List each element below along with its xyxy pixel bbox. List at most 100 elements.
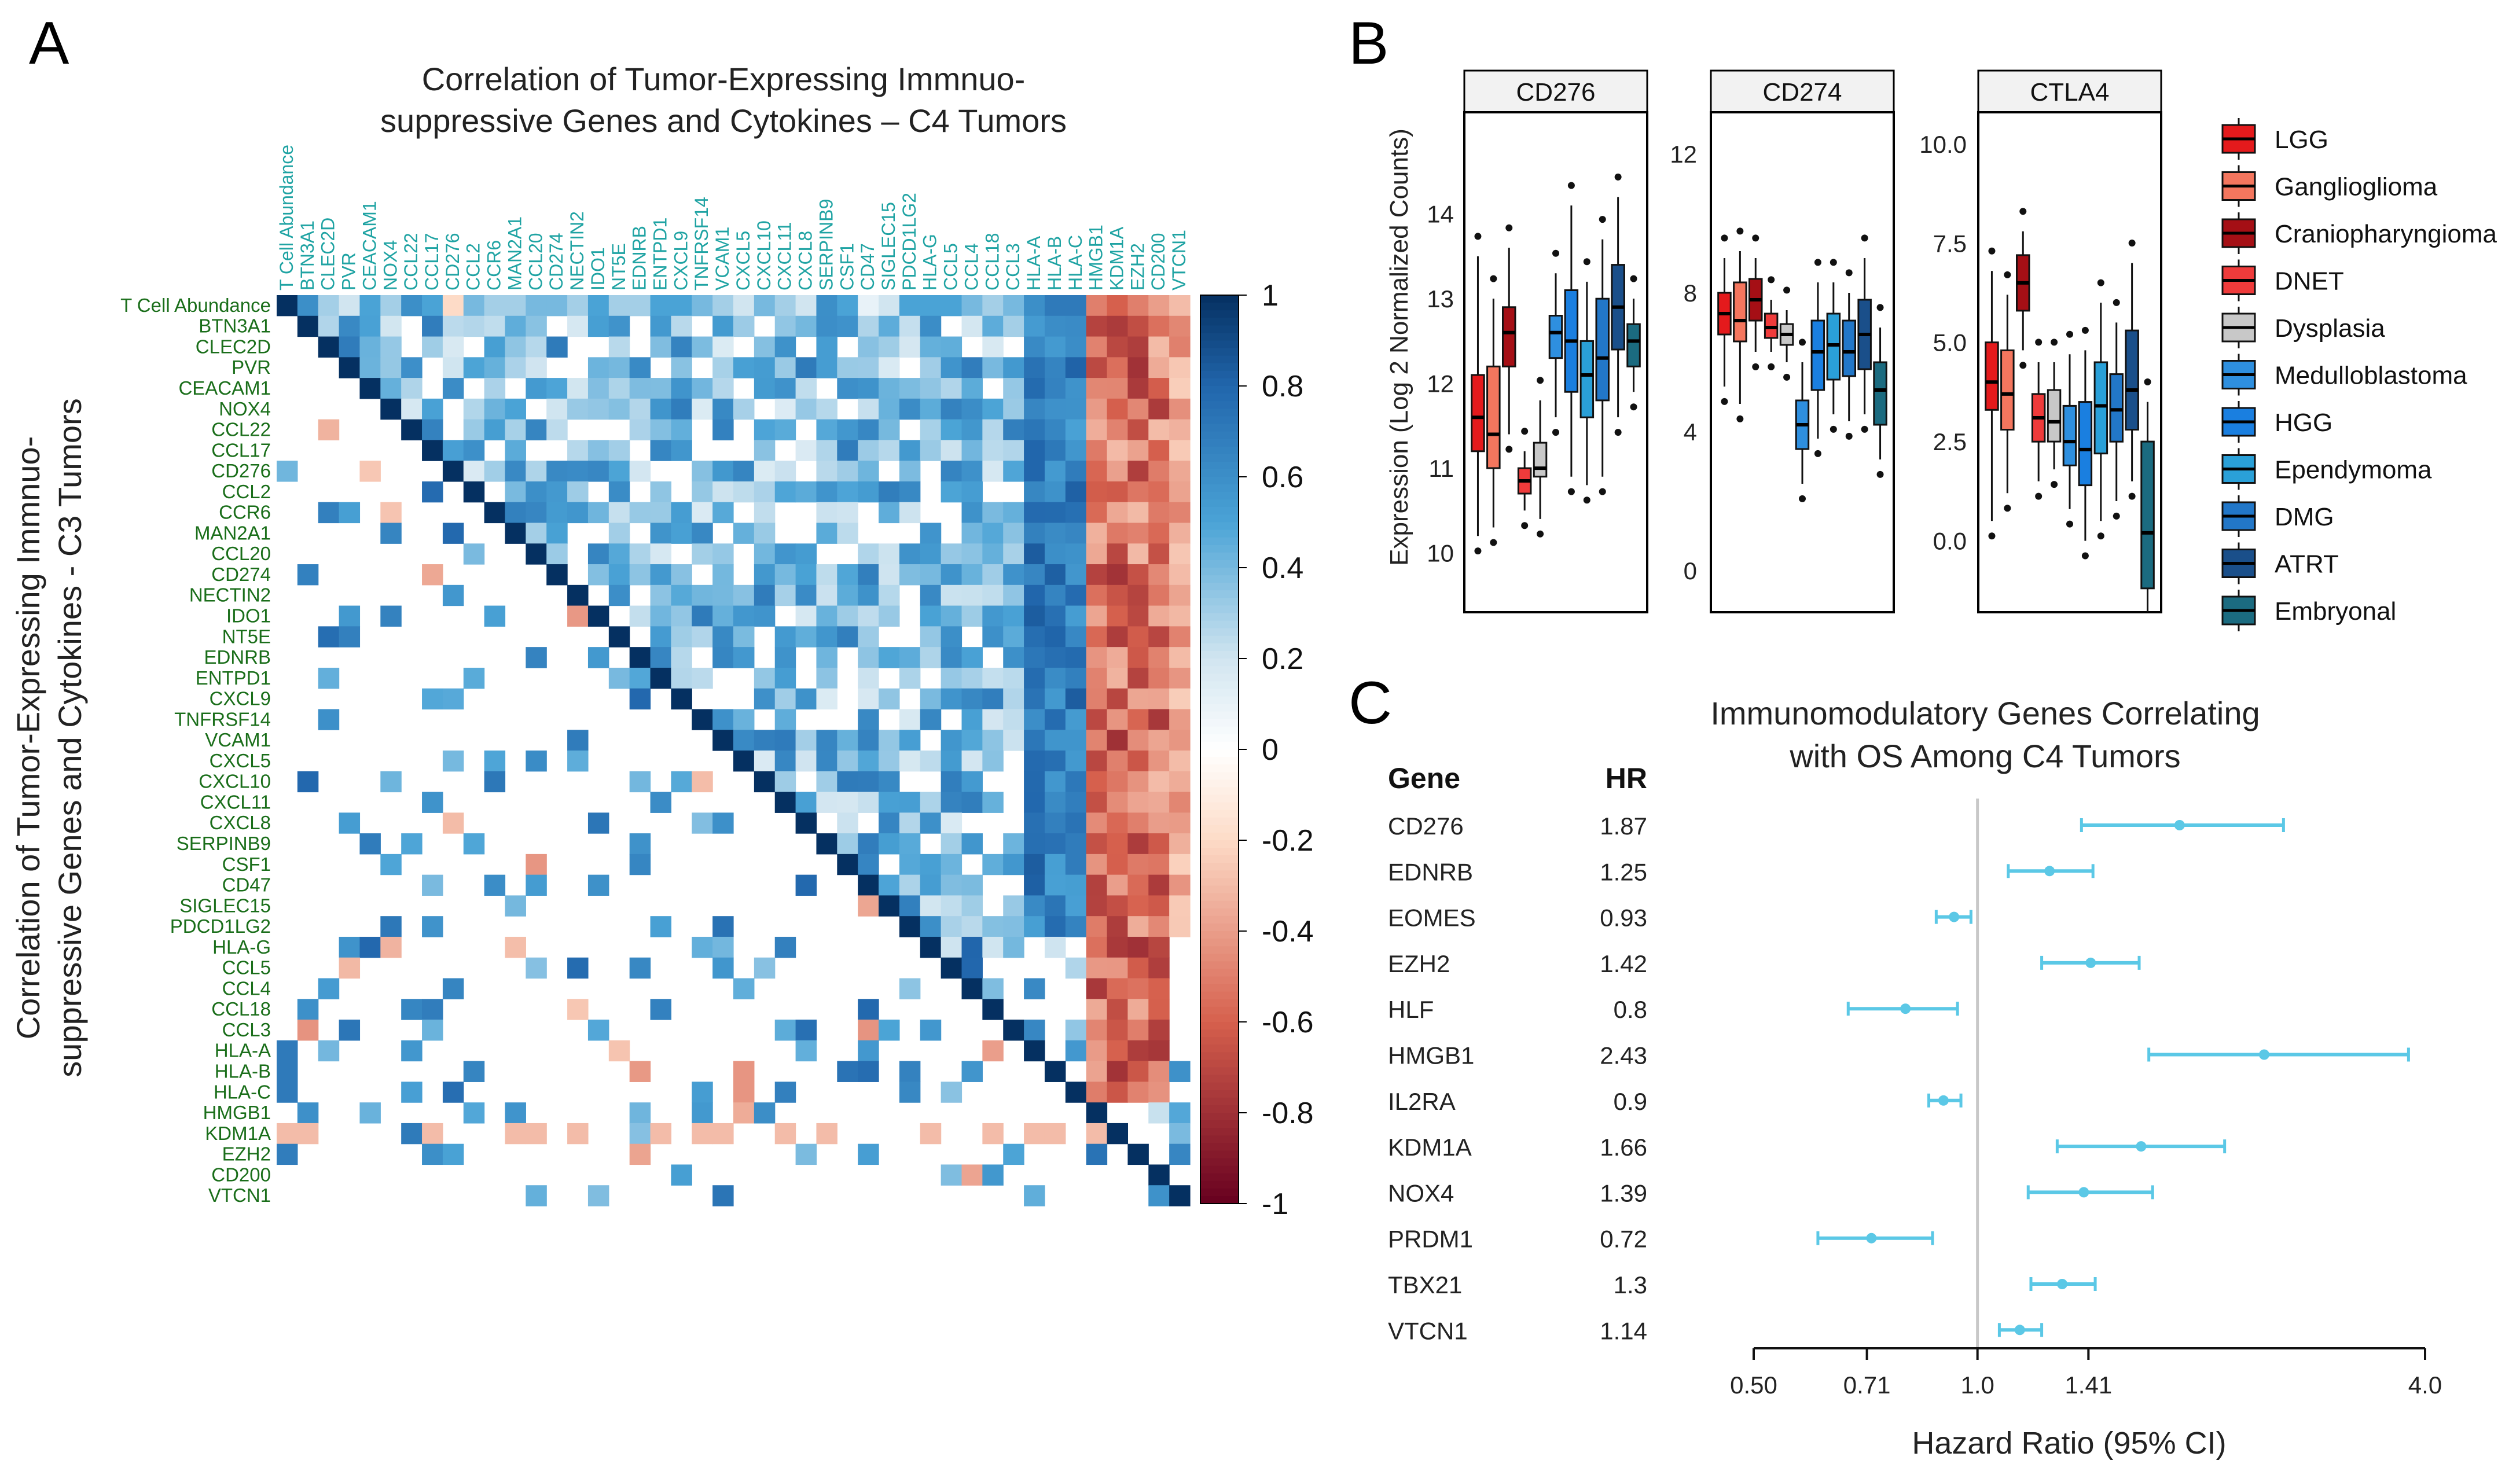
heatmap-cell	[629, 833, 651, 855]
colorbar-segment	[1200, 893, 1239, 902]
boxplot-facets: CD276 10 11 12 13 14 CD274 0 4 8 12 CTLA4 0.0 2.5 5.0 7…	[1427, 69, 2162, 613]
box-dysplasia	[2047, 339, 2062, 488]
heatmap-cell	[961, 1164, 983, 1186]
heatmap-cell	[1107, 315, 1129, 337]
heatmap-cell	[941, 564, 963, 586]
heatmap-cell	[1024, 1185, 1045, 1207]
heatmap-cell	[692, 605, 713, 627]
colorbar-segment	[1200, 681, 1239, 690]
heatmap-cell	[774, 295, 796, 317]
box-outlier	[1814, 450, 1821, 457]
heatmap-cell	[982, 461, 1004, 482]
panel-label-a: A	[29, 10, 69, 77]
heatmap-cell	[754, 336, 776, 358]
heatmap-cell	[1065, 1020, 1087, 1041]
box-lgg	[1471, 233, 1485, 555]
heatmap-cell	[961, 751, 983, 772]
facet-cd276: CD276 10 11 12 13 14	[1427, 69, 1648, 613]
heatmap-cell	[1127, 895, 1149, 917]
heatmap-cell	[1065, 564, 1087, 586]
heatmap-cell	[1169, 771, 1191, 793]
heatmap-cell	[463, 398, 485, 420]
heatmap-cell	[505, 1102, 526, 1124]
row-label: EZH2	[222, 1143, 271, 1165]
box-body	[1810, 319, 1825, 391]
heatmap-cell	[277, 1040, 298, 1062]
box-ependymoma	[1579, 258, 1595, 504]
heatmap-cell	[712, 936, 734, 958]
heatmap-cell	[1003, 667, 1024, 689]
heatmap-cell	[297, 315, 319, 337]
heatmap-cell	[526, 647, 547, 668]
y-tick-label: 10	[1427, 540, 1454, 567]
row-label: NT5E	[222, 626, 271, 647]
row-label: CCL18	[211, 998, 271, 1020]
heatmap-cell	[733, 357, 755, 378]
heatmap-cell	[692, 936, 713, 958]
row-label: VCAM1	[205, 729, 271, 751]
heatmap-cell	[1127, 523, 1149, 544]
heatmap-cell	[339, 502, 361, 524]
column-label: CCL18	[982, 233, 1002, 290]
heatmap-cell	[982, 999, 1004, 1020]
heatmap-cell	[650, 605, 672, 627]
heatmap-cell	[463, 315, 485, 337]
colorbar-segment	[1200, 900, 1239, 909]
heatmap-cell	[629, 543, 651, 565]
heatmap-cell	[920, 1123, 942, 1145]
colorbar-segment	[1200, 802, 1239, 811]
heatmap-cell	[608, 564, 630, 586]
heatmap-cell	[671, 378, 692, 399]
heatmap-cell	[941, 461, 963, 482]
heatmap-cell	[1086, 1040, 1108, 1062]
heatmap-cell	[795, 792, 817, 813]
heatmap-cell	[1086, 398, 1108, 420]
heatmap-cell	[920, 626, 942, 648]
heatmap-cell	[1024, 584, 1045, 606]
heatmap-cell	[1086, 315, 1108, 337]
colorbar-segment	[1200, 325, 1239, 334]
heatmap-cell	[754, 502, 776, 524]
heatmap-cell	[484, 357, 506, 378]
heatmap-cell	[982, 751, 1004, 772]
heatmap-cell	[1148, 1102, 1170, 1124]
heatmap-cell	[1169, 461, 1191, 482]
heatmap-cell	[982, 792, 1004, 813]
heatmap-cell	[816, 357, 837, 378]
heatmap-cell	[858, 605, 879, 627]
heatmap-cell	[795, 874, 817, 896]
colorbar-segment	[1200, 560, 1239, 568]
heatmap-cell	[754, 295, 776, 317]
heatmap-cell	[526, 523, 547, 544]
heatmap-cell	[941, 543, 963, 565]
heatmap-cell	[754, 688, 776, 710]
heatmap-cell	[795, 1040, 817, 1062]
heatmap-cell	[1148, 1040, 1170, 1062]
heatmap-cell	[587, 461, 609, 482]
heatmap-cell	[1169, 709, 1191, 730]
heatmap-cell	[712, 357, 734, 378]
heatmap-cell	[879, 378, 900, 399]
heatmap-cell	[1148, 502, 1170, 524]
colorbar-segment	[1200, 492, 1239, 501]
heatmap-cell	[1127, 812, 1149, 834]
colorbar-segment	[1200, 333, 1239, 341]
heatmap-cell	[1086, 523, 1108, 544]
forest-row-eomes: EOMES 0.93	[1388, 904, 1972, 932]
heatmap-cell	[380, 295, 402, 317]
heatmap-cell	[712, 957, 734, 979]
heatmap-cell	[1003, 295, 1024, 317]
colorbar-segment	[1200, 915, 1239, 924]
heatmap-cell	[422, 792, 443, 813]
colorbar-tick-label: 0.8	[1262, 370, 1303, 403]
heatmap-cell	[1065, 895, 1087, 917]
heatmap-cell	[692, 1123, 713, 1145]
heatmap-cell	[754, 357, 776, 378]
heatmap-cell	[1003, 936, 1024, 958]
heatmap-cell	[1107, 999, 1129, 1020]
heatmap-cell	[1107, 295, 1129, 317]
heatmap-cell	[837, 440, 858, 461]
heatmap-cell	[277, 295, 298, 317]
heatmap-cell	[587, 605, 609, 627]
row-label: SERPINB9	[177, 833, 271, 854]
